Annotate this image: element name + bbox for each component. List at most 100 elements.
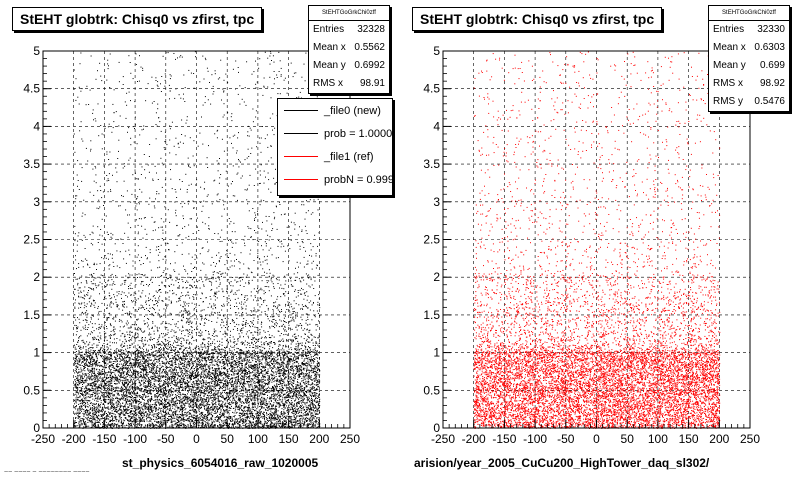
scatter-point [134, 297, 136, 298]
scatter-point [247, 135, 249, 137]
scatter-point [316, 388, 318, 390]
scatter-point [244, 245, 246, 247]
scatter-point [277, 362, 279, 364]
scatter-point [237, 308, 239, 310]
scatter-point [86, 418, 88, 420]
scatter-point [107, 377, 109, 379]
scatter-point [85, 349, 87, 351]
scatter-point [216, 383, 218, 385]
scatter-point [267, 309, 269, 311]
scatter-point [170, 392, 172, 394]
scatter-point [93, 300, 95, 302]
scatter-point [92, 405, 93, 406]
scatter-point [273, 134, 275, 136]
scatter-point [282, 323, 284, 325]
scatter-point [85, 319, 87, 321]
scatter-point [205, 317, 207, 319]
scatter-point [171, 418, 173, 420]
scatter-point [93, 363, 95, 365]
scatter-point [158, 389, 160, 390]
scatter-point [121, 387, 123, 389]
scatter-point [129, 391, 131, 393]
scatter-point [182, 358, 184, 360]
scatter-point [129, 356, 130, 358]
scatter-point [305, 402, 307, 404]
scatter-point [178, 300, 180, 302]
scatter-point [172, 290, 173, 292]
scatter-point [209, 315, 211, 317]
scatter-point [266, 353, 268, 355]
scatter-point [174, 341, 176, 343]
scatter-point [310, 300, 312, 302]
scatter-point [148, 334, 150, 336]
scatter-point [97, 418, 99, 420]
scatter-point [188, 361, 190, 363]
scatter-point [188, 413, 190, 415]
scatter-point [204, 322, 206, 324]
scatter-point [105, 418, 107, 420]
scatter-point [216, 397, 218, 399]
scatter-point [166, 379, 168, 381]
scatter-point [211, 388, 213, 390]
scatter-point [133, 294, 135, 296]
scatter-point [250, 236, 252, 238]
scatter-point [157, 374, 159, 376]
scatter-point [146, 369, 148, 371]
scatter-point [108, 423, 110, 425]
scatter-point [115, 315, 116, 317]
scatter-point [215, 280, 217, 282]
scatter-point [87, 389, 89, 391]
scatter-point [121, 369, 123, 371]
scatter-point [81, 312, 83, 314]
scatter-point [268, 378, 270, 379]
scatter-point [101, 378, 103, 380]
scatter-point [264, 415, 265, 417]
scatter-point [295, 395, 297, 397]
scatter-point [174, 356, 176, 358]
scatter-point [251, 398, 253, 400]
scatter-point [225, 333, 227, 335]
scatter-point [189, 297, 191, 299]
scatter-point [89, 372, 91, 373]
scatter-point [213, 383, 215, 385]
scatter-point [215, 387, 216, 389]
scatter-point [89, 234, 91, 236]
scatter-point [209, 413, 211, 415]
scatter-point [147, 373, 149, 375]
scatter-point [185, 358, 186, 360]
scatter-point [183, 93, 184, 95]
scatter-point [161, 414, 163, 416]
scatter-point [247, 125, 249, 127]
scatter-point [234, 195, 236, 197]
scatter-point [172, 407, 174, 409]
scatter-point [235, 354, 237, 355]
scatter-point [105, 362, 107, 364]
scatter-point [306, 353, 308, 354]
scatter-point [189, 284, 191, 286]
scatter-point [255, 311, 257, 313]
scatter-point [123, 371, 125, 373]
scatter-point [153, 419, 155, 420]
scatter-point [210, 375, 212, 377]
scatter-point [112, 103, 114, 105]
scatter-point [249, 364, 251, 366]
scatter-point [143, 376, 145, 378]
scatter-point [167, 411, 169, 413]
scatter-point [295, 337, 297, 339]
scatter-point [229, 422, 231, 424]
scatter-point [100, 383, 102, 385]
scatter-point [111, 388, 113, 390]
scatter-point [312, 260, 314, 262]
scatter-point [102, 345, 104, 347]
scatter-point [209, 125, 211, 127]
scatter-point [91, 422, 93, 424]
scatter-point [297, 367, 298, 369]
scatter-point [124, 300, 125, 302]
scatter-point [175, 88, 177, 90]
scatter-point [192, 424, 194, 426]
scatter-point [310, 213, 312, 215]
scatter-point [221, 319, 223, 321]
scatter-point [162, 424, 164, 426]
scatter-point [203, 422, 204, 424]
scatter-point [87, 389, 89, 391]
